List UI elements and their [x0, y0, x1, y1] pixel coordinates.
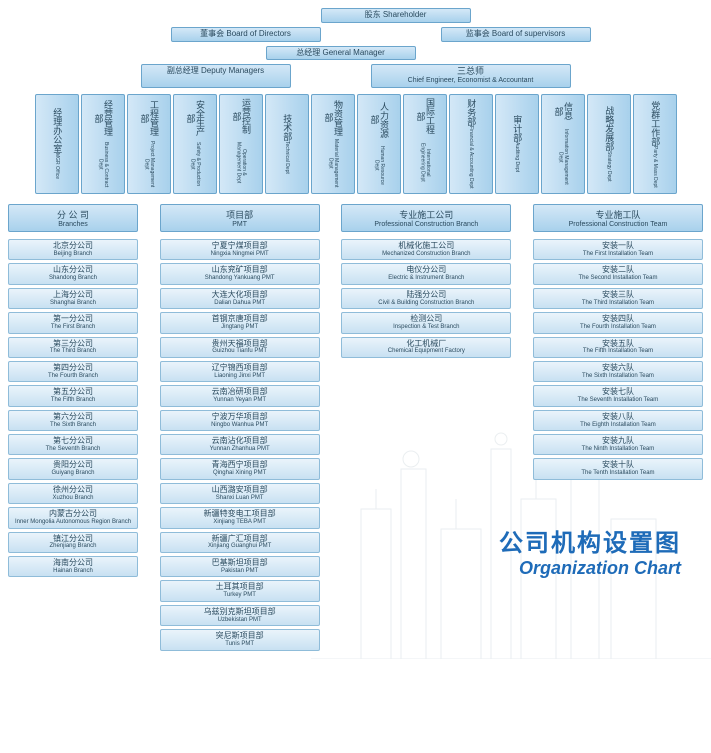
- dept-4: 运营控制部 Operation & Management Dept: [219, 94, 263, 194]
- item-3-7: 安装八队The Eighth Installation Team: [533, 410, 703, 431]
- dept-10: 审计部 Auditing Dept: [495, 94, 539, 194]
- item-2-2: 陆强分公司Civil & Building Construction Branc…: [341, 288, 511, 309]
- item-1-8: 云南沾化项目部Yunnan Zhanhua PMT: [160, 434, 320, 455]
- item-1-15: 乌兹别克斯坦项目部Uzbekistan PMT: [160, 605, 320, 626]
- item-0-5: 第四分公司The Fourth Branch: [8, 361, 138, 382]
- item-3-4: 安装五队The Fifth Installation Team: [533, 337, 703, 358]
- chart-title: 公司机构设置图 Organization Chart: [499, 523, 681, 579]
- item-1-16: 突尼斯项目部Tunis PMT: [160, 629, 320, 650]
- departments-row: 经理办公室 MGR Office经营管理部 Business & Contrac…: [8, 94, 703, 194]
- dept-2: 工程管理部 Project Management Dept: [127, 94, 171, 194]
- item-3-9: 安装十队The Tenth Installation Team: [533, 458, 703, 479]
- col-head-3: 专业施工队Professional Construction Team: [533, 204, 703, 232]
- column-branches: 分 公 司Branches 北京分公司Beijing Branch 山东分公司Sha…: [8, 204, 138, 577]
- dept-12: 战略发展部 Strategy Dept: [587, 94, 631, 194]
- item-2-0: 机械化施工公司Mechanized Construction Branch: [341, 239, 511, 260]
- item-0-9: 贵阳分公司Guiyang Branch: [8, 458, 138, 479]
- item-0-6: 第五分公司The Fifth Branch: [8, 385, 138, 406]
- item-0-10: 徐州分公司Xuzhou Branch: [8, 483, 138, 504]
- columns-container: 分 公 司Branches 北京分公司Beijing Branch 山东分公司Sha…: [8, 204, 703, 651]
- item-3-2: 安装三队The Third Installation Team: [533, 288, 703, 309]
- column-pmt: 项目部PMT 宁夏宁煤项目部Ningxia Ningmei PMT 山东兖矿项目部S…: [160, 204, 320, 651]
- item-1-11: 新疆特变电工项目部Xinjiang TEBA PMT: [160, 507, 320, 528]
- dept-7: 人力资源部 Human Resource Dept: [357, 94, 401, 194]
- item-3-5: 安装六队The Sixth Installation Team: [533, 361, 703, 382]
- node-chiefs: 三总师 Chief Engineer, Economist & Accounta…: [371, 64, 571, 88]
- item-3-0: 安装一队The First Installation Team: [533, 239, 703, 260]
- item-1-10: 山西潞安项目部Shanxi Luan PMT: [160, 483, 320, 504]
- dept-11: 信息部 Information Management Dept: [541, 94, 585, 194]
- dept-0: 经理办公室 MGR Office: [35, 94, 79, 194]
- dept-9: 财务部 Financial & Accounting Dept: [449, 94, 493, 194]
- item-0-13: 海南分公司Hainan Branch: [8, 556, 138, 577]
- node-board-directors: 董事会 Board of Directors: [171, 27, 321, 42]
- item-0-2: 上海分公司Shanghai Branch: [8, 288, 138, 309]
- item-1-4: 贵州天福项目部Guizhou Tianfu PMT: [160, 337, 320, 358]
- item-3-8: 安装九队The Ninth Installation Team: [533, 434, 703, 455]
- item-1-7: 宁波万华项目部Ningbo Wanhua PMT: [160, 410, 320, 431]
- item-3-1: 安装二队The Second Installation Team: [533, 263, 703, 284]
- item-0-12: 镇江分公司Zhenjiang Branch: [8, 532, 138, 553]
- item-1-0: 宁夏宁煤项目部Ningxia Ningmei PMT: [160, 239, 320, 260]
- item-1-12: 新疆广汇项目部Xinjiang Guanghui PMT: [160, 532, 320, 553]
- item-0-11: 内蒙古分公司Inner Mongolia Autonomous Region B…: [8, 507, 138, 528]
- item-0-3: 第一分公司The First Branch: [8, 312, 138, 333]
- node-board-supervisors: 监事会 Board of supervisors: [441, 27, 591, 42]
- item-1-5: 辽宁锦西项目部Liaoning Jinxi PMT: [160, 361, 320, 382]
- item-0-4: 第三分公司The Third Branch: [8, 337, 138, 358]
- item-1-6: 云南冶研项目部Yunnan Yeyan PMT: [160, 385, 320, 406]
- item-1-13: 巴基斯坦项目部Pakistan PMT: [160, 556, 320, 577]
- col-head-1: 项目部PMT: [160, 204, 320, 232]
- dept-5: 技术部 Technical Dept: [265, 94, 309, 194]
- dept-6: 物资管理部 Material Management Dept: [311, 94, 355, 194]
- item-0-7: 第六分公司The Sixth Branch: [8, 410, 138, 431]
- dept-8: 国际工程部 International Engineering Dept: [403, 94, 447, 194]
- dept-13: 党群工作部 Party & Mass Dept: [633, 94, 677, 194]
- item-3-3: 安装四队The Fourth Installation Team: [533, 312, 703, 333]
- dept-3: 安全生产部 Safety & Production Dept: [173, 94, 217, 194]
- node-deputy-managers: 副总经理 Deputy Managers: [141, 64, 291, 88]
- item-1-3: 首钢京唐项目部Jingtang PMT: [160, 312, 320, 333]
- item-1-1: 山东兖矿项目部Shandong Yankuang PMT: [160, 263, 320, 284]
- item-0-8: 第七分公司The Seventh Branch: [8, 434, 138, 455]
- item-1-2: 大连大化项目部Dalian Dahua PMT: [160, 288, 320, 309]
- item-1-14: 土耳其项目部Turkey PMT: [160, 580, 320, 601]
- col-head-0: 分 公 司Branches: [8, 204, 138, 232]
- item-1-9: 青海西宁项目部Qinghai Xining PMT: [160, 458, 320, 479]
- item-0-1: 山东分公司Shandong Branch: [8, 263, 138, 284]
- item-2-4: 化工机械厂Chemical Equipment Factory: [341, 337, 511, 358]
- node-general-manager: 总经理 General Manager: [266, 46, 416, 61]
- item-2-3: 检测公司Inspection & Test Branch: [341, 312, 511, 333]
- item-2-1: 电仪分公司Electric & Instrument Branch: [341, 263, 511, 284]
- dept-1: 经营管理部 Business & Contract Dept: [81, 94, 125, 194]
- item-0-0: 北京分公司Beijing Branch: [8, 239, 138, 260]
- column-prof-branch: 专业施工公司Professional Construction Branch 机械…: [341, 204, 511, 358]
- col-head-2: 专业施工公司Professional Construction Branch: [341, 204, 511, 232]
- column-prof-team: 专业施工队Professional Construction Team 安装一队T…: [533, 204, 703, 480]
- item-3-6: 安装七队The Seventh Installation Team: [533, 385, 703, 406]
- node-shareholder: 股东 Shareholder: [321, 8, 471, 23]
